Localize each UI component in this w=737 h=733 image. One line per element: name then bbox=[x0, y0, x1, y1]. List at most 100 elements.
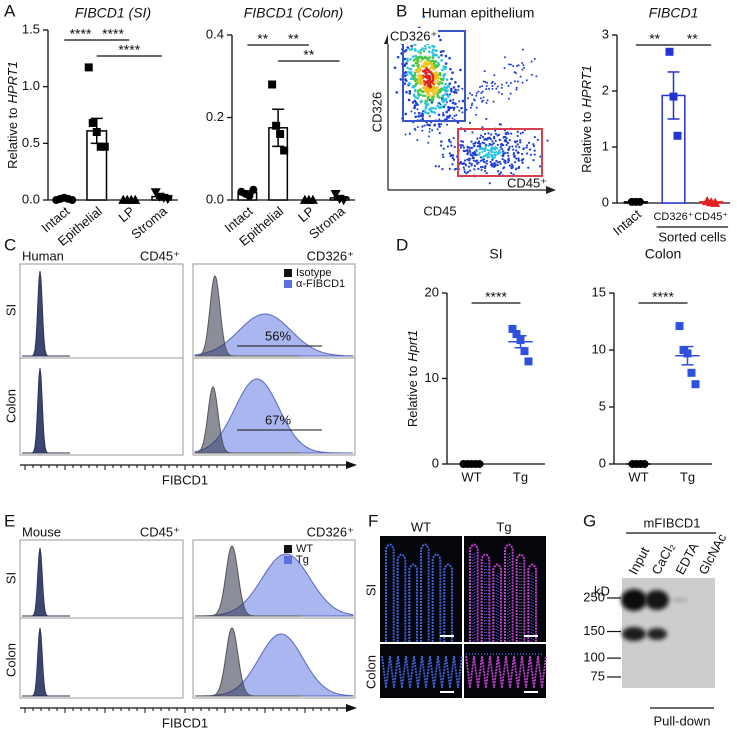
event-dot bbox=[433, 74, 437, 78]
event-dot bbox=[428, 67, 432, 70]
event-dot bbox=[530, 73, 533, 76]
event-dot bbox=[409, 72, 412, 75]
event-dot bbox=[406, 66, 409, 70]
event-dot bbox=[414, 115, 418, 119]
event-dot bbox=[408, 92, 412, 95]
event-dot bbox=[485, 84, 488, 87]
event-dot bbox=[521, 68, 524, 71]
event-dot bbox=[405, 90, 408, 94]
data-point bbox=[640, 460, 649, 468]
event-dot bbox=[510, 171, 513, 175]
event-dot bbox=[417, 70, 420, 74]
event-dot bbox=[453, 114, 456, 117]
event-dot bbox=[507, 85, 510, 88]
legend-label: Tg bbox=[296, 554, 309, 566]
band bbox=[647, 628, 667, 640]
event-dot bbox=[465, 108, 468, 111]
event-dot bbox=[434, 49, 437, 52]
event-dot bbox=[456, 105, 459, 108]
event-dot bbox=[421, 129, 424, 132]
significance-label: **** bbox=[102, 26, 124, 42]
y-tick-label: 1.0 bbox=[22, 78, 40, 93]
event-dot bbox=[479, 136, 482, 140]
event-dot bbox=[492, 165, 496, 168]
event-dot bbox=[499, 162, 502, 165]
event-dot bbox=[533, 57, 536, 60]
event-dot bbox=[478, 151, 481, 155]
event-dot bbox=[416, 103, 419, 107]
event-dot bbox=[515, 145, 518, 148]
event-dot bbox=[427, 141, 430, 144]
event-dot bbox=[420, 57, 424, 61]
event-dot bbox=[428, 56, 432, 59]
event-dot bbox=[470, 146, 474, 150]
event-dot bbox=[437, 83, 441, 86]
event-dot bbox=[454, 103, 457, 106]
event-dot bbox=[458, 100, 461, 103]
event-dot bbox=[413, 73, 417, 77]
event-dot bbox=[489, 149, 493, 152]
event-dot bbox=[519, 141, 522, 144]
western-blot: mFIBCD1 kD Pull-down InputCaCl₂EDTAGlcNA… bbox=[583, 515, 729, 728]
event-dot bbox=[423, 80, 426, 83]
event-dot bbox=[420, 99, 423, 103]
event-dot bbox=[441, 167, 444, 171]
event-dot bbox=[410, 44, 413, 48]
event-dot bbox=[495, 151, 498, 154]
event-dot bbox=[472, 159, 476, 162]
event-dot bbox=[427, 58, 430, 62]
event-dot bbox=[471, 131, 474, 134]
event-dot bbox=[399, 78, 403, 81]
event-dot bbox=[445, 123, 448, 126]
x-tick-label: WT bbox=[628, 469, 648, 484]
event-dot bbox=[448, 107, 451, 110]
event-dot bbox=[481, 126, 484, 129]
event-dot bbox=[477, 141, 480, 144]
event-dot bbox=[519, 139, 522, 142]
human-histograms: Human CD45⁺ CD326⁺ SI Colon FIBCD1 bbox=[3, 248, 354, 487]
significance-label: ** bbox=[687, 31, 698, 47]
y-tick-label: 0 bbox=[602, 194, 609, 209]
event-dot bbox=[410, 73, 414, 77]
event-dot bbox=[527, 166, 530, 169]
y-axis-label-gene: HPRT1 bbox=[5, 61, 20, 103]
event-dot bbox=[427, 112, 430, 115]
event-dot bbox=[508, 63, 511, 66]
event-dot bbox=[425, 104, 428, 107]
event-dot bbox=[454, 91, 458, 94]
event-dot bbox=[451, 106, 454, 109]
event-dot bbox=[417, 50, 420, 53]
event-dot bbox=[424, 107, 428, 110]
event-dot bbox=[409, 58, 412, 61]
event-dot bbox=[453, 168, 456, 171]
event-dot bbox=[467, 170, 470, 174]
event-dot bbox=[522, 64, 525, 67]
lane-label: Input bbox=[625, 544, 652, 577]
event-dot bbox=[467, 159, 471, 162]
event-dot bbox=[503, 56, 506, 59]
event-dot bbox=[518, 146, 521, 149]
event-dot bbox=[419, 93, 422, 96]
event-dot bbox=[478, 144, 481, 147]
event-dot bbox=[423, 65, 427, 69]
event-dot bbox=[490, 82, 493, 85]
event-dot bbox=[495, 147, 499, 150]
event-dot bbox=[516, 64, 519, 67]
population-label: CD326⁺ bbox=[307, 524, 354, 539]
data-point bbox=[249, 185, 258, 194]
event-dot bbox=[416, 108, 419, 111]
gate-label: CD326⁺ bbox=[390, 28, 437, 43]
event-dot bbox=[507, 154, 510, 157]
event-dot bbox=[441, 68, 444, 71]
event-dot bbox=[415, 78, 418, 81]
data-point bbox=[673, 131, 682, 140]
event-dot bbox=[431, 106, 435, 110]
event-dot bbox=[480, 146, 483, 149]
event-dot bbox=[422, 86, 425, 89]
event-dot bbox=[523, 66, 526, 69]
event-dot bbox=[422, 110, 425, 113]
event-dot bbox=[475, 113, 478, 116]
event-dot bbox=[407, 70, 410, 74]
event-dot bbox=[446, 145, 449, 148]
event-dot bbox=[532, 143, 535, 146]
